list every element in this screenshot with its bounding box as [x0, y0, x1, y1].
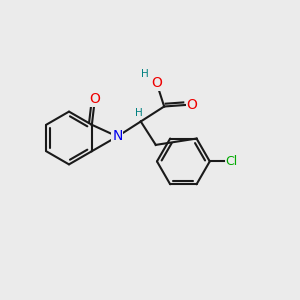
Text: Cl: Cl [226, 155, 238, 168]
Text: O: O [89, 92, 100, 106]
Text: O: O [186, 98, 197, 112]
Text: H: H [135, 107, 143, 118]
Text: H: H [141, 69, 149, 79]
Text: O: O [151, 76, 162, 90]
Text: N: N [112, 130, 123, 143]
